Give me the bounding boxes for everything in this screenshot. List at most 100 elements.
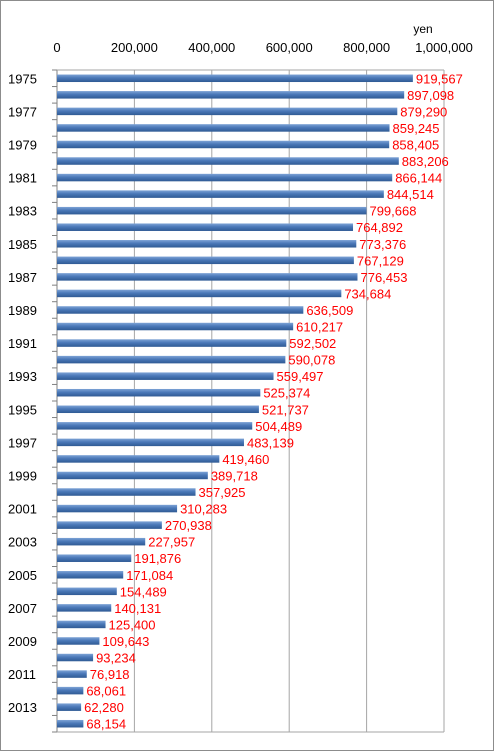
data-label: 636,509 — [306, 303, 353, 318]
bar — [57, 504, 178, 513]
data-label: 592,502 — [289, 336, 336, 351]
bar — [57, 124, 390, 132]
data-label: 171,084 — [126, 568, 173, 583]
bar — [57, 438, 244, 447]
x-tick-label: 600,000 — [266, 40, 313, 55]
bar — [57, 637, 100, 645]
y-category-label: 1987 — [8, 270, 37, 285]
bar — [57, 91, 405, 99]
bar — [57, 537, 146, 546]
data-label: 919,567 — [416, 71, 463, 86]
unit-label: yen — [413, 22, 432, 36]
x-tick-label: 800,000 — [343, 40, 390, 55]
data-label: 879,290 — [400, 104, 447, 119]
y-axis-category-labels: 1975 1977 1979 1981 1983 1985 1987 1989 1991 1993… — [8, 71, 37, 715]
x-axis-ticks: 0 200,000 400,000 600,000 800,000 1,000,000 — [53, 40, 473, 55]
y-category-label: 2013 — [8, 700, 37, 715]
bar — [57, 223, 354, 231]
bar — [57, 173, 393, 182]
y-category-label: 1985 — [8, 237, 37, 252]
data-label: 525,374 — [263, 386, 310, 401]
bar — [57, 521, 162, 529]
y-category-label: 1983 — [8, 204, 37, 219]
data-label: 140,131 — [114, 601, 161, 616]
bar — [57, 571, 124, 579]
data-label: 125,400 — [109, 617, 156, 632]
data-label: 897,098 — [407, 88, 454, 103]
bar — [57, 670, 87, 678]
bar — [57, 686, 84, 695]
data-label: 357,925 — [199, 485, 246, 500]
data-label: 389,718 — [211, 468, 258, 483]
y-category-label: 1975 — [8, 71, 37, 86]
y-category-label: 1999 — [8, 468, 37, 483]
bar — [57, 703, 82, 711]
bar — [57, 140, 390, 149]
x-tick-label: 1,000,000 — [415, 40, 473, 55]
y-category-label: 1991 — [8, 336, 37, 351]
data-label: 521,737 — [262, 402, 309, 417]
bar — [57, 157, 399, 165]
data-label: 93,234 — [96, 651, 136, 666]
bar — [57, 190, 384, 198]
x-tick-label: 400,000 — [188, 40, 235, 55]
y-category-label: 1995 — [8, 402, 37, 417]
x-tick-label: 0 — [53, 40, 60, 55]
data-label: 227,957 — [148, 535, 195, 550]
bar — [57, 339, 287, 347]
y-category-label: 1979 — [8, 137, 37, 152]
data-label: 590,078 — [288, 353, 335, 368]
y-category-label: 2009 — [8, 634, 37, 649]
y-category-label: 2003 — [8, 535, 37, 550]
bar — [57, 273, 358, 281]
data-label: 776,453 — [360, 270, 407, 285]
bar — [57, 488, 196, 496]
data-label: 62,280 — [84, 700, 124, 715]
bar — [57, 107, 398, 116]
bar — [57, 653, 94, 662]
data-label: 610,217 — [296, 320, 343, 335]
data-label: 866,144 — [395, 171, 442, 186]
data-label: 767,129 — [357, 253, 404, 268]
bar — [57, 206, 367, 215]
y-category-label: 1989 — [8, 303, 37, 318]
bar — [57, 422, 253, 430]
y-category-label: 1993 — [8, 369, 37, 384]
x-tick-label: 200,000 — [111, 40, 158, 55]
data-label: 734,684 — [344, 286, 391, 301]
data-label: 773,376 — [359, 237, 406, 252]
bars — [57, 74, 413, 728]
data-label: 483,139 — [247, 435, 294, 450]
bar — [57, 372, 274, 380]
bar — [57, 405, 259, 414]
y-category-label: 1997 — [8, 435, 37, 450]
y-category-label: 2011 — [8, 667, 36, 682]
data-label: 68,061 — [86, 684, 126, 699]
y-category-label: 1977 — [8, 104, 37, 119]
bar — [57, 604, 112, 612]
data-label: 859,245 — [393, 121, 440, 136]
data-label: 191,876 — [134, 551, 181, 566]
bar — [57, 471, 208, 480]
bar — [57, 306, 304, 314]
bar — [57, 719, 84, 728]
data-label: 154,489 — [120, 584, 167, 599]
data-label: 76,918 — [90, 667, 130, 682]
bar — [57, 256, 354, 265]
bar — [57, 587, 117, 596]
data-label: 844,514 — [387, 187, 434, 202]
y-category-label: 2007 — [8, 601, 37, 616]
bar — [57, 455, 220, 463]
bar — [57, 554, 132, 562]
data-label: 68,154 — [86, 717, 126, 732]
data-label: 419,460 — [222, 452, 269, 467]
data-label: 799,668 — [369, 204, 416, 219]
bar — [57, 74, 413, 83]
bar — [57, 289, 342, 298]
data-label: 883,206 — [402, 154, 449, 169]
data-label: 559,497 — [277, 369, 324, 384]
data-label: 504,489 — [255, 419, 302, 434]
y-category-label: 1981 — [8, 171, 37, 186]
